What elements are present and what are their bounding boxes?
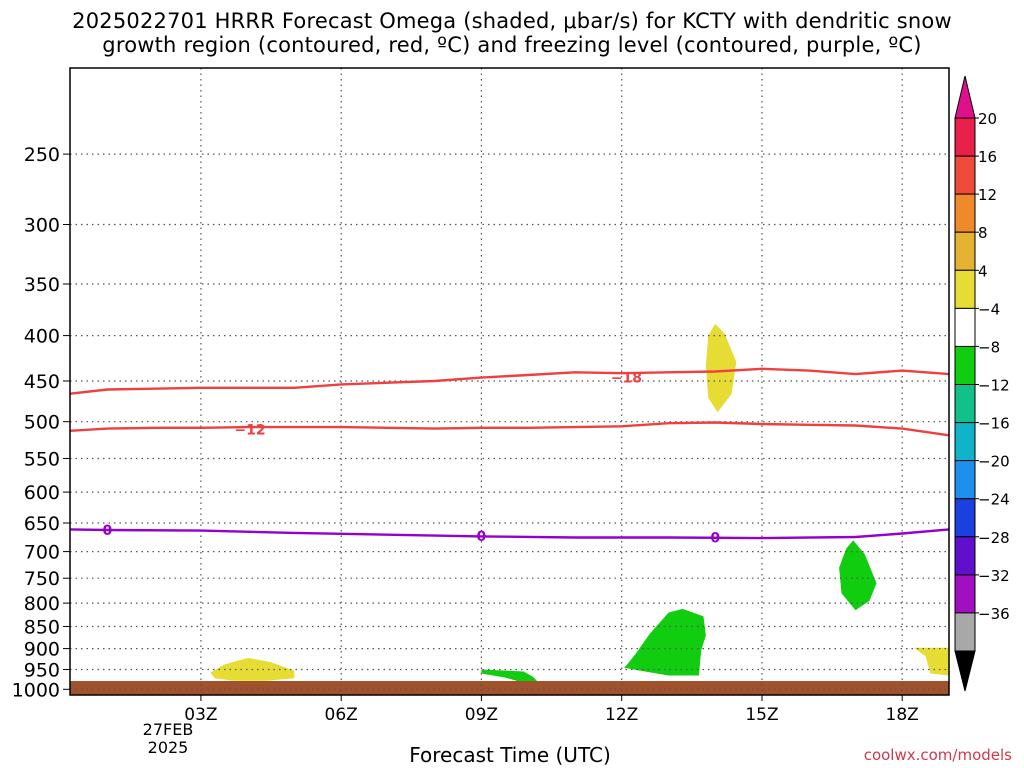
omega-region-6	[839, 540, 877, 611]
omega-shading	[210, 323, 949, 684]
y-tick-label-500: 500	[24, 412, 60, 434]
colorbar-label-13: −32	[978, 567, 1010, 585]
colorbar-label-8: −12	[978, 377, 1010, 395]
omega-region-3	[913, 647, 949, 676]
temperature-contours: −18 −12 0 0 0	[69, 367, 950, 547]
colorbar-swatch-1	[954, 117, 976, 157]
colorbar-label-14: −36	[978, 605, 1010, 623]
colorbar-swatch-8	[954, 384, 976, 424]
colorbar-swatch-7	[954, 345, 976, 385]
ground-surface	[70, 681, 949, 695]
y-tick-label-250: 250	[24, 144, 60, 166]
colorbar-label-12: −28	[978, 529, 1010, 547]
freezing-contour-label-3-3: 0	[710, 531, 720, 547]
colorbar-bottom-arrow	[954, 650, 976, 692]
x-axis-label: Forecast Time (UTC)	[409, 743, 611, 767]
y-tick-label-750: 750	[24, 568, 60, 590]
x-tick-label-15Z: 15Z	[745, 705, 778, 725]
y-tick-label-850: 850	[24, 617, 60, 639]
y-tick-label-800: 800	[24, 593, 60, 615]
colorbar-label-5: 4	[978, 262, 988, 280]
date-label-day: 27FEB	[142, 720, 194, 739]
colorbar-swatch-9	[954, 422, 976, 462]
date-label-year: 2025	[147, 738, 189, 757]
colorbar-swatch-5	[954, 269, 976, 309]
omega-region-2	[705, 323, 737, 413]
y-axis-ticks: 2503003504004505005506006507007508008509…	[12, 144, 70, 701]
colorbar-swatch-4	[954, 231, 976, 271]
y-tick-label-700: 700	[24, 542, 60, 564]
x-axis-ticks: 03Z 06Z 09Z 12Z 15Z 18Z	[184, 695, 919, 725]
y-tick-label-550: 550	[24, 449, 60, 471]
y-tick-label-900: 900	[24, 639, 60, 661]
plot-frame	[69, 67, 950, 696]
colorbar-label-10: −20	[978, 453, 1010, 471]
colorbar: 20 16 12 8 4 −4 −8 −12 −16 −20 −24 −28 −32 −36	[954, 75, 1010, 692]
colorbar-label-7: −8	[978, 338, 1000, 356]
x-tick-label-06Z: 06Z	[325, 705, 358, 725]
dendritic-contour-label-1-1: −18	[611, 371, 642, 387]
dendritic-contour-label-2-1: −12	[234, 422, 265, 438]
omega-region-4	[481, 669, 538, 684]
omega-region-5	[624, 608, 706, 676]
x-tick-label-12Z: 12Z	[605, 705, 638, 725]
y-tick-label-950: 950	[24, 660, 60, 682]
dendritic-contour-1	[69, 367, 950, 395]
y-tick-label-650: 650	[24, 513, 60, 535]
colorbar-swatch-3	[954, 193, 976, 233]
colorbar-swatch-14	[954, 612, 976, 652]
colorbar-label-6: −4	[978, 300, 1000, 318]
x-tick-label-18Z: 18Z	[886, 705, 919, 725]
colorbar-label-9: −16	[978, 415, 1010, 433]
freezing-contour-label-3-1: 0	[103, 523, 113, 539]
y-tick-label-450: 450	[24, 371, 60, 393]
x-tick-label-03Z: 03Z	[184, 705, 217, 725]
colorbar-label-2: 16	[978, 148, 997, 166]
colorbar-top-arrow	[954, 75, 976, 119]
colorbar-label-1: 20	[978, 110, 997, 128]
colorbar-swatch-6	[954, 307, 976, 347]
credit-link[interactable]: coolwx.com/models	[863, 746, 1012, 764]
colorbar-swatch-2	[954, 155, 976, 195]
y-tick-label-400: 400	[24, 326, 60, 348]
y-tick-label-350: 350	[24, 274, 60, 296]
colorbar-swatch-12	[954, 536, 976, 576]
chart-title-line2: growth region (contoured, red, ºC) and f…	[102, 33, 922, 57]
freezing-contour-label-3-2: 0	[477, 529, 487, 545]
gridlines	[70, 68, 949, 695]
colorbar-swatch-13	[954, 574, 976, 614]
y-tick-label-1000: 1000	[12, 679, 60, 701]
chart-title-line1: 2025022701 HRRR Forecast Omega (shaded, …	[72, 9, 952, 33]
colorbar-swatch-11	[954, 498, 976, 538]
colorbar-label-4: 8	[978, 224, 988, 242]
y-tick-label-600: 600	[24, 482, 60, 504]
colorbar-label-3: 12	[978, 186, 997, 204]
colorbar-swatch-10	[954, 460, 976, 500]
x-tick-label-09Z: 09Z	[465, 705, 498, 725]
y-tick-label-300: 300	[24, 215, 60, 237]
freezing-contour-3	[69, 528, 950, 540]
dendritic-contour-2	[69, 421, 950, 437]
colorbar-label-11: −24	[978, 491, 1010, 509]
